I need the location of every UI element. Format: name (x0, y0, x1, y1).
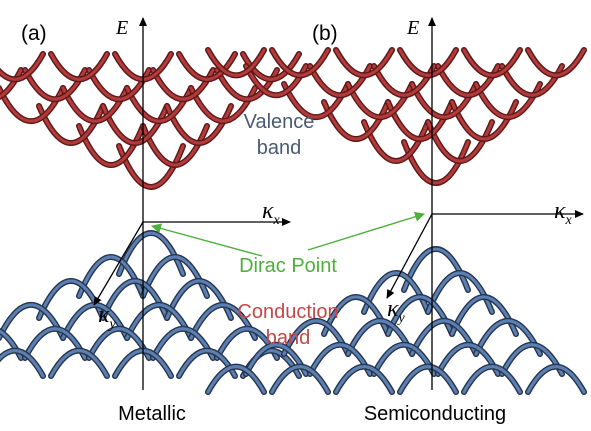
panel-a-caption: Metallic (118, 403, 186, 425)
panel-b-tag: (b) (312, 22, 338, 45)
panel-a-valence-band-4-3 (151, 68, 215, 101)
panel-a-conduction-band-5-2 (49, 349, 109, 378)
panel-a-conduction-band-4-1 (23, 327, 87, 360)
panel-b-valence-band-5-1 (270, 48, 330, 77)
panel-b-conduction-band-5-1 (270, 365, 330, 394)
conduction-band-label-line2: band (266, 327, 311, 349)
panel-a-valence-band-4-2 (87, 68, 151, 101)
panel-a-energy-label: E (115, 17, 128, 39)
panel-a-conduction-band-4-0 (0, 329, 23, 360)
panel-a-ky-label: κy (98, 302, 117, 332)
panel-a-valence-band-3-0 (0, 86, 65, 123)
panel-a-conduction-band-3-1 (61, 303, 129, 340)
dirac-point-label: Dirac Point (239, 255, 337, 277)
panel-a-conduction-band-3-0 (0, 303, 65, 340)
panel-a-conduction-band-5-1 (0, 349, 45, 378)
panel-a-kx-label: κx (262, 198, 281, 228)
panel-b-valence-band-0-0 (402, 140, 470, 185)
panel-b-caption: Semiconducting (364, 403, 506, 425)
panel-a-conduction-band-3-3 (189, 303, 257, 340)
panel-b-conduction-band-4-0 (244, 343, 308, 376)
panel-b-valence-band-5-5 (526, 48, 586, 77)
panel-b-valence-band-5-2 (334, 48, 394, 77)
valence-band-label-line1: Valence (244, 111, 315, 133)
panel-b-conduction-band-4-3 (436, 343, 500, 376)
panel-a-bands (0, 51, 302, 379)
panel-b-conduction-band-3-1 (346, 319, 414, 356)
panel-b-conduction-band-3-0 (282, 319, 350, 356)
panel-b-valence-band-5-0 (206, 48, 266, 77)
panel-b-conduction-band-4-4 (500, 343, 564, 376)
panel-b-conduction-band-5-3 (398, 365, 458, 394)
panel-b-axes (386, 17, 584, 390)
panel-a-valence-band-5-1 (0, 52, 45, 81)
panel-b-conduction-band-3-3 (474, 319, 542, 356)
panel-b-conduction-band-5-5 (526, 365, 586, 394)
panel-a-valence-band-5-5 (241, 52, 301, 81)
panel-a-tag: (a) (21, 22, 47, 45)
panel-a-axes (93, 17, 291, 390)
panel-a-conduction-band-3-2 (125, 303, 193, 340)
panel-b-conduction-band-5-4 (462, 365, 522, 394)
panel-a-ky-axis (93, 221, 144, 306)
panel-a-valence-band-5-4 (177, 52, 237, 81)
panel-b-kx-label: κx (554, 198, 573, 228)
panel-b-valence-band-4-1 (308, 64, 372, 97)
panel-b-ky-label: κy (387, 296, 406, 326)
dirac-arrow-left (151, 223, 263, 257)
panel-b-valence-band-5-4 (462, 48, 522, 77)
panel-b-energy-label: E (406, 17, 419, 39)
panel-b-ky-axis (386, 213, 433, 299)
panel-b-conduction-band-3-2 (410, 319, 478, 356)
dirac-arrow-right (307, 211, 425, 251)
panel-b-conduction-band-5-0 (206, 365, 266, 394)
panel-b-bands (205, 47, 587, 395)
panel-a-conduction-band-4-3 (151, 327, 215, 360)
panel-b-valence-band-4-3 (436, 64, 500, 97)
panel-b-conduction-band-4-2 (372, 343, 436, 376)
panel-b-valence-band-4-2 (372, 64, 436, 97)
valence-band-label-line2: band (257, 137, 302, 159)
panel-b-conduction-band-5-2 (334, 365, 394, 394)
panel-a-valence-band-0-0 (117, 144, 185, 189)
panel-b-valence-band-4-4 (500, 64, 564, 97)
panel-b-valence-band-5-3 (398, 48, 458, 77)
panel-b-conduction-band-4-1 (308, 343, 372, 376)
conduction-band-label-line1: Conduction (237, 301, 338, 323)
panel-a-valence-band-4-1 (23, 68, 87, 101)
panel-a-valence-band-5-2 (49, 52, 109, 81)
